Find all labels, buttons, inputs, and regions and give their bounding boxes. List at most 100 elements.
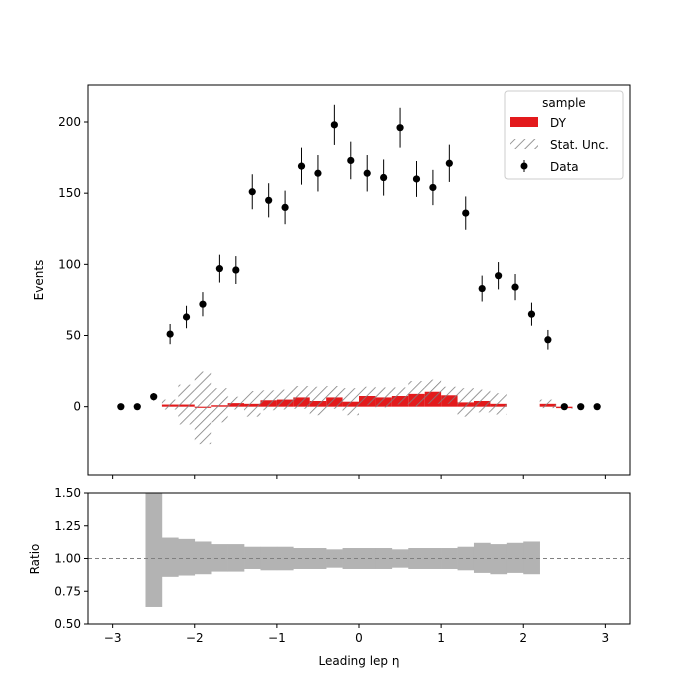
ratio-unc-band <box>260 546 278 571</box>
data-point <box>297 162 306 170</box>
ratio-unc-band <box>391 549 409 568</box>
main-y-tick-label: 200 <box>58 115 81 129</box>
ratio-unc-band <box>244 546 261 569</box>
main-axes: 0 50 100 150 200 <box>58 115 606 479</box>
main-y-tick-label: 50 <box>66 329 81 343</box>
stat-unc-band <box>211 388 228 423</box>
stat-unc-band <box>309 386 327 416</box>
main-panel: 0 50 100 150 200 Events <box>32 84 631 479</box>
ratio-y-tick-label: 1.00 <box>54 552 81 566</box>
data-point <box>248 188 256 196</box>
data-point <box>396 124 404 132</box>
data-point <box>429 183 437 192</box>
ratio-y-tick-label: 0.50 <box>54 617 81 631</box>
stat-unc-band <box>276 389 294 410</box>
stat-unc-band <box>227 396 245 410</box>
data-point <box>495 272 503 280</box>
data-point <box>544 336 552 344</box>
ratio-unc-band <box>211 544 228 572</box>
legend-dy-label: DY <box>550 116 567 130</box>
ratio-x-tick-label: −2 <box>186 631 204 645</box>
legend-stat-unc-swatch <box>510 139 538 149</box>
ratio-unc-band <box>161 537 179 577</box>
ratio-x-tick-label: −3 <box>104 631 122 645</box>
ratio-y-tick-label: 1.25 <box>54 519 81 533</box>
data-point <box>380 173 388 182</box>
ratio-unc-band <box>473 542 491 573</box>
ratio-unc-band <box>441 548 458 569</box>
ratio-y-tick-label: 1.50 <box>54 486 81 500</box>
data-point <box>232 266 240 274</box>
main-y-tick-label: 100 <box>58 257 81 271</box>
main-y-axis-title: Events <box>32 260 46 301</box>
legend-dy-swatch <box>510 117 538 127</box>
ratio-unc-band <box>309 548 327 569</box>
data-point <box>412 175 421 183</box>
legend-data-marker <box>520 162 528 170</box>
ratio-x-tick-label: −1 <box>268 631 286 645</box>
data-point <box>133 403 141 411</box>
ratio-y-axis-title: Ratio <box>28 544 42 575</box>
data-point <box>199 300 207 308</box>
data-point <box>593 403 601 411</box>
stat-unc-band <box>375 387 392 408</box>
data-point <box>166 330 174 338</box>
data-point <box>363 169 371 177</box>
stat-unc-band <box>260 390 277 411</box>
ratio-panel: −3 −2 −1 0 1 2 3 0.50 0.75 1.00 1.25 1.50 Ratio Lea… <box>28 486 631 668</box>
ratio-unc-band <box>490 544 508 575</box>
stat-unc-band <box>473 389 491 413</box>
stat-unc-band <box>539 399 557 409</box>
stat-unc-band <box>342 388 359 416</box>
legend-stat-unc-label: Stat. Unc. <box>550 138 609 152</box>
legend-data-label: Data <box>550 160 579 174</box>
ratio-x-tick-label: 1 <box>437 631 445 645</box>
ratio-unc-band <box>359 548 376 569</box>
data-point <box>527 310 536 318</box>
ratio-unc-band <box>506 542 524 573</box>
main-plot-area <box>117 104 601 445</box>
ratio-axes: −3 −2 −1 0 1 2 3 0.50 0.75 1.00 1.25 1.50 <box>54 486 609 645</box>
ratio-unc-band <box>178 538 196 576</box>
data-point <box>462 209 470 217</box>
data-point <box>445 159 453 167</box>
stat-unc-band <box>441 386 458 404</box>
stat-unc-band <box>194 371 212 445</box>
data-point <box>265 196 273 204</box>
data-point <box>560 403 568 411</box>
ratio-x-tick-label: 2 <box>519 631 527 645</box>
ratio-unc-band <box>227 544 245 572</box>
main-y-tick-label: 150 <box>58 186 81 200</box>
stat-unc-band <box>359 386 376 406</box>
legend-title: sample <box>542 96 586 110</box>
data-point <box>215 265 223 273</box>
ratio-x-tick-label: 3 <box>602 631 610 645</box>
data-point <box>314 169 322 177</box>
legend-box <box>504 90 624 180</box>
stat-unc-band <box>293 386 310 409</box>
legend: sample DY Stat. Unc. Data <box>504 90 624 180</box>
stat-unc-band <box>391 387 409 405</box>
ratio-unc-band <box>194 541 212 575</box>
ratio-x-axis-title: Leading lep η <box>319 654 400 668</box>
data-point <box>478 284 486 293</box>
data-point <box>347 156 355 165</box>
ratio-unc-band <box>457 546 475 571</box>
stat-unc-band <box>408 381 425 407</box>
ratio-x-tick-label: 0 <box>355 631 363 645</box>
data-point <box>117 403 125 411</box>
data-point <box>511 283 519 291</box>
ratio-y-tick-label: 0.75 <box>54 584 81 598</box>
data-point <box>182 313 191 321</box>
ratio-unc-band <box>523 541 540 575</box>
ratio-unc-band <box>408 548 425 569</box>
stat-unc-band <box>457 388 474 417</box>
stat-unc-band <box>326 386 343 409</box>
ratio-plot-area <box>88 493 630 607</box>
stat-unc-band <box>178 384 195 425</box>
stat-unc-band <box>244 391 261 417</box>
stat-unc-band <box>490 393 507 415</box>
main-y-tick-label: 0 <box>73 400 81 414</box>
data-point <box>330 121 338 129</box>
